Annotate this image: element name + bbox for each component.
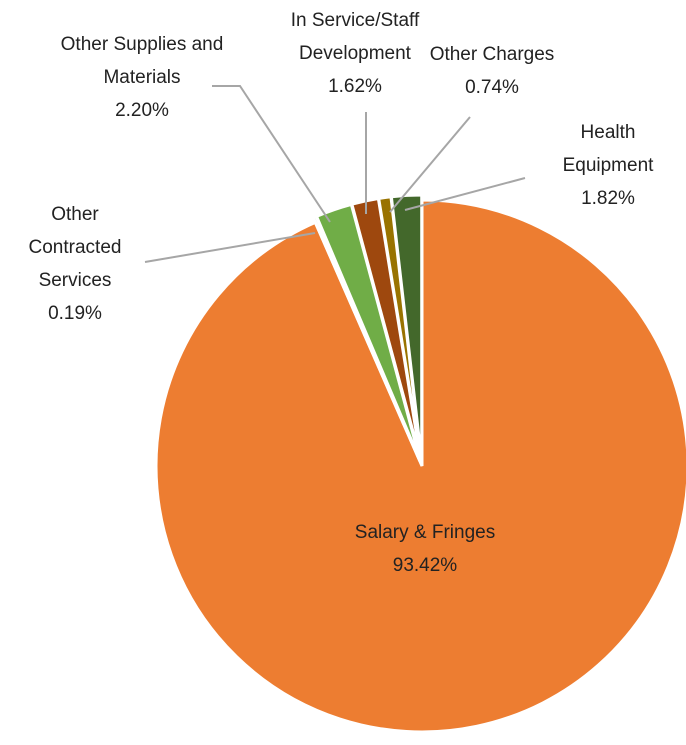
category-label: In Service/Staff Development (290, 10, 420, 64)
value-label: 2.20% (115, 100, 169, 121)
value-label: 1.62% (328, 76, 382, 97)
value-label: 1.82% (581, 188, 635, 209)
value-label: 93.42% (392, 555, 458, 576)
category-label: Other Contracted Services (28, 204, 122, 291)
data-label: Other Charges 0.74% (412, 38, 572, 104)
category-label: Other Charges (429, 44, 555, 65)
category-label: Other Supplies and Materials (60, 34, 224, 88)
leader-line (144, 232, 316, 263)
data-label: Other Supplies and Materials 2.20% (42, 28, 242, 127)
category-label: Salary & Fringes (354, 522, 496, 543)
category-label: Health Equipment (562, 122, 654, 176)
leader-line (389, 116, 471, 213)
pie-slice (154, 198, 686, 734)
leader-line (212, 85, 331, 223)
data-label: Health Equipment 1.82% (548, 116, 668, 215)
leader-line (404, 177, 526, 211)
data-label: Salary & Fringes 93.42% (295, 516, 555, 582)
data-label: Other Contracted Services 0.19% (15, 198, 135, 330)
value-label: 0.74% (465, 77, 519, 98)
value-label: 0.19% (48, 303, 102, 324)
pie-slice (389, 193, 424, 462)
data-label: In Service/Staff Development 1.62% (255, 4, 455, 103)
